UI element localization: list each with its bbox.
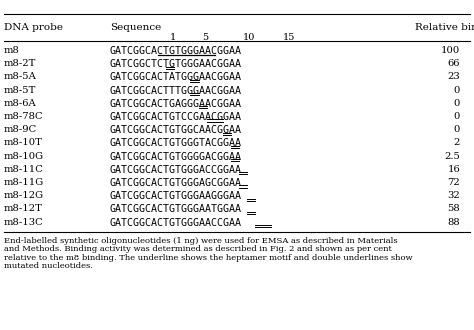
Text: m8: m8 bbox=[4, 46, 20, 55]
Text: GATCGGCACTGTGGGAGCGGAA: GATCGGCACTGTGGGAGCGGAA bbox=[110, 178, 242, 188]
Text: 32: 32 bbox=[447, 191, 460, 200]
Text: m8-12T: m8-12T bbox=[4, 204, 43, 214]
Text: 23: 23 bbox=[447, 72, 460, 82]
Text: GATCGGCACTGTCCGAACGGAA: GATCGGCACTGTCCGAACGGAA bbox=[110, 112, 242, 122]
Text: 66: 66 bbox=[447, 59, 460, 68]
Text: 15: 15 bbox=[283, 33, 295, 42]
Text: GATCGGCACTGAGGGAACGGAA: GATCGGCACTGAGGGAACGGAA bbox=[110, 99, 242, 109]
Text: GATCGGCACTGTGGGAAGGGAA: GATCGGCACTGTGGGAAGGGAA bbox=[110, 191, 242, 201]
Text: m8-10G: m8-10G bbox=[4, 151, 44, 161]
Text: m8-13C: m8-13C bbox=[4, 217, 44, 227]
Text: 0: 0 bbox=[454, 99, 460, 108]
Text: m8-78C: m8-78C bbox=[4, 112, 44, 121]
Text: 100: 100 bbox=[441, 46, 460, 55]
Text: DNA probe: DNA probe bbox=[4, 23, 63, 32]
Text: relative to the m8 binding. The underline shows the heptamer motif and double un: relative to the m8 binding. The underlin… bbox=[4, 254, 413, 262]
Text: m8-11C: m8-11C bbox=[4, 165, 44, 174]
Text: m8-12G: m8-12G bbox=[4, 191, 44, 200]
Text: End-labelled synthetic oligonucleotides (1 ng) were used for EMSA as described i: End-labelled synthetic oligonucleotides … bbox=[4, 237, 398, 245]
Text: 10: 10 bbox=[242, 33, 255, 42]
Text: GATCGGCACTGTGGGACCGGAA: GATCGGCACTGTGGGACCGGAA bbox=[110, 165, 242, 175]
Text: and Methods. Binding activity was determined as described in Fig. 2 and shown as: and Methods. Binding activity was determ… bbox=[4, 245, 392, 253]
Text: GATCGGCACTGTGGCAACGGAA: GATCGGCACTGTGGCAACGGAA bbox=[110, 125, 242, 135]
Text: m8-11G: m8-11G bbox=[4, 178, 44, 187]
Text: mutated nucleotides.: mutated nucleotides. bbox=[4, 262, 93, 270]
Text: 58: 58 bbox=[447, 204, 460, 214]
Text: GATCGGCACTGTGGGAATGGAA: GATCGGCACTGTGGGAATGGAA bbox=[110, 204, 242, 215]
Text: GATCGGCACTTTGGGAACGGAA: GATCGGCACTTTGGGAACGGAA bbox=[110, 85, 242, 96]
Text: Sequence: Sequence bbox=[110, 23, 161, 32]
Text: 2: 2 bbox=[454, 138, 460, 148]
Text: m8-6A: m8-6A bbox=[4, 99, 37, 108]
Text: GATCGGCACTGTGGGAACGGAA: GATCGGCACTGTGGGAACGGAA bbox=[110, 46, 242, 56]
Text: 5: 5 bbox=[202, 33, 209, 42]
Text: GATCGGCACTGTGGGAACCGAA: GATCGGCACTGTGGGAACCGAA bbox=[110, 217, 242, 228]
Text: m8-9C: m8-9C bbox=[4, 125, 37, 134]
Text: 16: 16 bbox=[447, 165, 460, 174]
Text: m8-10T: m8-10T bbox=[4, 138, 43, 148]
Text: Relative binding: Relative binding bbox=[415, 23, 474, 32]
Text: 0: 0 bbox=[454, 125, 460, 134]
Text: m8-5T: m8-5T bbox=[4, 85, 36, 95]
Text: 88: 88 bbox=[447, 217, 460, 227]
Text: m8-5A: m8-5A bbox=[4, 72, 37, 82]
Text: GATCGGCACTGTGGGTACGGAA: GATCGGCACTGTGGGTACGGAA bbox=[110, 138, 242, 148]
Text: GATCGGCACTGTGGGGACGGAA: GATCGGCACTGTGGGGACGGAA bbox=[110, 151, 242, 162]
Text: m8-2T: m8-2T bbox=[4, 59, 36, 68]
Text: 2.5: 2.5 bbox=[444, 151, 460, 161]
Text: 0: 0 bbox=[454, 85, 460, 95]
Text: 1: 1 bbox=[170, 33, 176, 42]
Text: GATCGGCACTATGGGAACGGAA: GATCGGCACTATGGGAACGGAA bbox=[110, 72, 242, 82]
Text: 72: 72 bbox=[447, 178, 460, 187]
Text: 0: 0 bbox=[454, 112, 460, 121]
Text: GATCGGCTCTGTGGGAACGGAA: GATCGGCTCTGTGGGAACGGAA bbox=[110, 59, 242, 69]
